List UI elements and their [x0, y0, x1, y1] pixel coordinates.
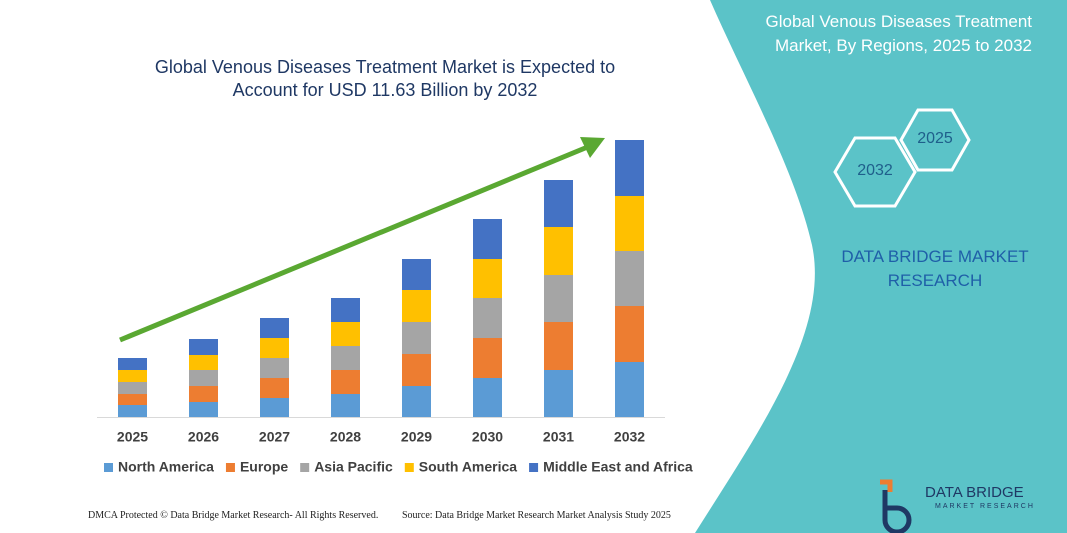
trend-arrow: [119, 143, 591, 343]
bar-segment: [118, 370, 147, 382]
bar-segment: [473, 219, 502, 259]
x-tick-label: 2025: [117, 429, 148, 445]
logo-name: DATA BRIDGE: [925, 484, 1024, 501]
hexagon: [899, 108, 971, 172]
bar-segment: [402, 322, 431, 354]
hex-label: 2025: [917, 130, 953, 147]
logo-mark: [882, 490, 912, 533]
legend-swatch: [300, 463, 310, 472]
x-tick-label: 2027: [259, 429, 290, 445]
legend-label: Europe: [240, 459, 288, 475]
bar-segment: [615, 140, 644, 196]
bar-segment: [189, 355, 218, 370]
bar-segment: [331, 394, 360, 417]
legend-label: South America: [419, 459, 517, 475]
x-tick-label: 2026: [188, 429, 219, 445]
bar-segment: [544, 227, 573, 275]
bar-segment: [189, 370, 218, 386]
bar-segment: [473, 259, 502, 298]
bar-segment: [260, 398, 289, 417]
bar-segment: [615, 251, 644, 306]
bar-segment: [615, 306, 644, 362]
bar-segment: [402, 259, 431, 290]
x-tick-label: 2030: [472, 429, 503, 445]
x-tick-label: 2028: [330, 429, 361, 445]
bar-segment: [473, 378, 502, 417]
bar-segment: [260, 318, 289, 338]
panel-title: Global Venous Diseases Treatment Market,…: [765, 12, 1032, 55]
legend-swatch: [529, 463, 539, 472]
bar-segment: [402, 290, 431, 322]
bar-segment: [189, 339, 218, 355]
bar-segment: [473, 338, 502, 378]
bar-segment: [331, 298, 360, 322]
bar-segment: [615, 196, 644, 251]
panel-bg: [695, 0, 1067, 533]
chart-title: Global Venous Diseases Treatment Market …: [154, 57, 616, 100]
bar-segment: [118, 405, 147, 417]
arrow-head: [580, 137, 605, 158]
bar-segment: [544, 370, 573, 417]
legend-label: Middle East and Africa: [543, 459, 693, 475]
logo-mark: [880, 479, 893, 492]
x-tick-label: 2031: [543, 429, 574, 445]
bar-segment: [331, 370, 360, 394]
bar-segment: [402, 354, 431, 386]
bar-segment: [118, 394, 147, 405]
bar-segment: [260, 358, 289, 378]
bar-segment: [118, 358, 147, 370]
bar-segment: [260, 378, 289, 398]
hex-label: 2032: [857, 162, 893, 179]
bar-segment: [544, 322, 573, 370]
footer-left: DMCA Protected © Data Bridge Market Rese…: [88, 510, 379, 521]
bar-segment: [189, 402, 218, 417]
legend-swatch: [225, 463, 235, 472]
x-tick-label: 2032: [614, 429, 645, 445]
x-tick-label: 2029: [401, 429, 432, 445]
logo-tagline: MARKET RESEARCH: [935, 503, 1035, 510]
bar-segment: [615, 362, 644, 417]
hexagon: [833, 136, 917, 208]
bar-segment: [260, 338, 289, 358]
bar-segment: [331, 346, 360, 370]
bar-segment: [473, 298, 502, 338]
footer-right: Source: Data Bridge Market Research Mark…: [402, 510, 671, 521]
bar-segment: [331, 322, 360, 346]
legend-swatch: [104, 463, 113, 472]
bar-segment: [544, 180, 573, 227]
bar-segment: [402, 386, 431, 417]
legend-swatch: [404, 463, 414, 472]
bar-segment: [189, 386, 218, 402]
bar-segment: [118, 382, 147, 394]
legend-label: North America: [118, 459, 214, 475]
bar-segment: [544, 275, 573, 322]
brand: DATA BRIDGE MARKET RESEARCH: [841, 247, 1029, 290]
legend-label: Asia Pacific: [314, 459, 393, 475]
